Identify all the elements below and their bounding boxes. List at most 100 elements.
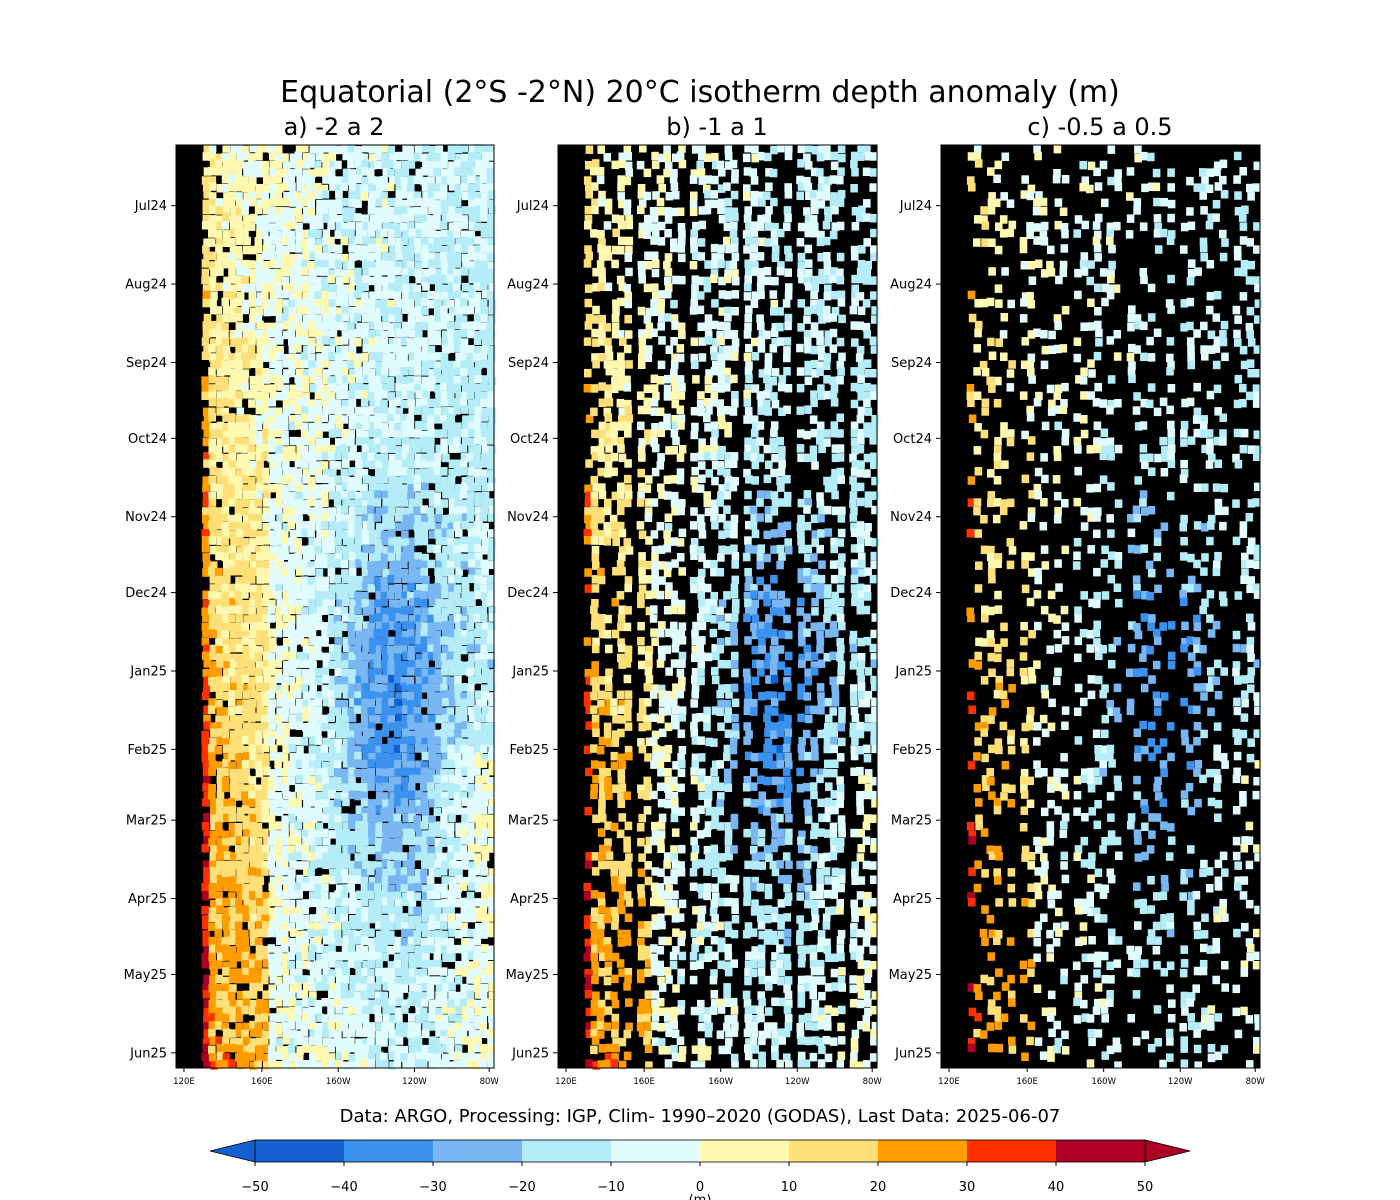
heatmap-cell [455,967,463,976]
heatmap-cell [361,1044,369,1053]
heatmap-cell [348,243,356,253]
heatmap-cell [255,768,264,778]
heatmap-cell [300,505,309,515]
heatmap-cell [322,660,331,669]
heatmap-cell [387,491,396,500]
heatmap-cell [368,476,377,485]
heatmap-cell [295,192,304,201]
heatmap-cell [400,337,409,346]
heatmap-cell [296,528,304,538]
heatmap-cell [382,222,390,231]
heatmap-cell [314,415,323,424]
heatmap-cell [361,159,369,168]
heatmap-cell [368,329,376,339]
heatmap-cell [400,867,409,876]
heatmap-cell [307,807,316,816]
heatmap-cell [275,299,283,308]
heatmap-cell [355,968,363,977]
heatmap-cell [235,429,243,438]
heatmap-cell [481,159,489,169]
heatmap-cell [360,897,369,907]
heatmap-cell [274,207,283,216]
heatmap-cell [314,559,322,569]
heatmap-cell [287,691,296,700]
heatmap-cell [262,667,270,676]
heatmap-cell [488,299,497,308]
heatmap-cell [289,467,297,476]
heatmap-cell [347,321,355,331]
heatmap-cell [336,506,344,515]
heatmap-cell [414,197,423,207]
heatmap-cell [348,929,356,939]
heatmap-cell [468,460,477,469]
heatmap-cell [422,1021,430,1031]
heatmap-cell [435,598,443,608]
heatmap-cell [454,722,463,732]
heatmap-cell [362,528,370,538]
heatmap-cell [236,968,244,977]
heatmap-cell [208,536,217,545]
heatmap-cell [203,875,211,884]
heatmap-cell [473,928,481,938]
heatmap-cell [387,159,395,169]
heatmap-cell [268,821,277,831]
heatmap-cell [368,376,376,385]
heatmap-cell [289,644,297,653]
heatmap-cell [334,676,342,686]
heatmap-cell [308,745,317,754]
heatmap-cell [475,752,483,761]
heatmap-cell [294,353,303,363]
heatmap-cell [295,807,303,816]
heatmap-cell [309,860,317,869]
heatmap-cell [269,151,277,161]
heatmap-cell [375,998,384,1007]
heatmap-cell [235,643,244,653]
heatmap-cell [354,1021,363,1030]
heatmap-cell [420,297,429,307]
heatmap-cell [255,306,264,316]
heatmap-cell [408,992,416,1001]
heatmap-cell [302,614,310,624]
heatmap-cell [395,299,403,309]
heatmap-cell [281,568,290,578]
heatmap-cell [295,682,303,692]
heatmap-cell [487,928,495,938]
heatmap-cell [408,1021,416,1031]
heatmap-cell [362,607,371,616]
heatmap-cell [235,638,243,647]
heatmap-cell [209,467,218,476]
heatmap-cell [216,474,224,484]
heatmap-cell [448,182,457,191]
heatmap-cell [428,521,436,530]
heatmap-cell [201,607,209,616]
heatmap-cell [333,806,342,816]
heatmap-cell [309,845,317,854]
heatmap-cell [475,860,483,869]
heatmap-cell [440,813,448,823]
heatmap-cell [282,268,290,277]
heatmap-cell [316,337,324,346]
heatmap-cell [256,536,264,545]
heatmap-cell [407,760,415,770]
heatmap-cell [249,760,257,769]
heatmap-cell [381,276,390,286]
heatmap-cell [367,775,376,785]
heatmap-cell [241,937,250,946]
heatmap-cell [329,1029,337,1038]
heatmap-cell [249,891,257,900]
heatmap-cell [341,613,350,622]
heatmap-cell [342,643,351,653]
heatmap-cell [281,384,290,394]
heatmap-cell [322,598,331,608]
heatmap-cell [216,184,225,193]
heatmap-cell [301,1013,310,1022]
heatmap-cell [421,228,430,238]
heatmap-cell [474,182,483,191]
heatmap-cell [355,844,364,853]
heatmap-cell [335,445,344,455]
heatmap-cell [268,438,276,447]
heatmap-cell [388,653,396,662]
heatmap-cell [222,545,230,555]
heatmap-cell [334,960,343,969]
